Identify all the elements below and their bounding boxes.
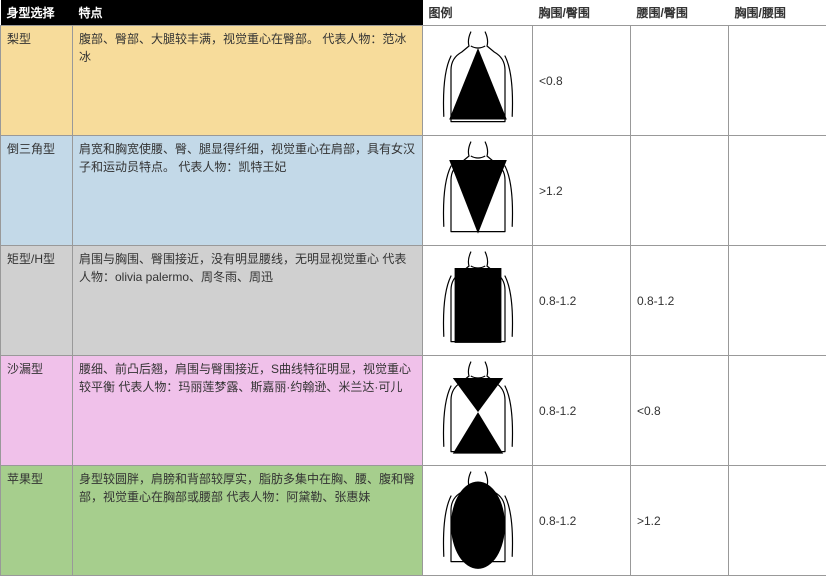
cell-type: 苹果型 [1,466,73,576]
cell-type: 矩型/H型 [1,246,73,356]
cell-waist-hip [631,26,729,136]
cell-type: 沙漏型 [1,356,73,466]
cell-bust-hip: >1.2 [533,136,631,246]
cell-type: 倒三角型 [1,136,73,246]
cell-bust-waist [729,246,826,356]
cell-bust-hip: <0.8 [533,26,631,136]
cell-diagram [423,466,533,576]
hdr-bust-hip: 胸围/臀围 [533,0,631,26]
body-shape-triangle-up-wide-icon [433,138,523,242]
header-row: 身型选择 特点 图例 胸围/臀围 腰围/臀围 胸围/腰围 [1,0,826,26]
table-row: 沙漏型腰细、前凸后翘，肩围与臀围接近，S曲线特征明显，视觉重心较平衡 代表人物：… [1,356,826,466]
cell-bust-waist [729,26,826,136]
table-body: 梨型腹部、臀部、大腿较丰满，视觉重心在臀部。 代表人物：范冰冰 <0.8倒三角型… [1,26,826,576]
cell-description: 肩围与胸围、臀围接近，没有明显腰线，无明显视觉重心 代表人物：olivia pa… [73,246,423,356]
hdr-waist-hip: 腰围/臀围 [631,0,729,26]
hdr-type: 身型选择 [1,0,73,26]
cell-bust-waist [729,466,826,576]
cell-diagram [423,356,533,466]
cell-bust-hip: 0.8-1.2 [533,466,631,576]
cell-diagram [423,26,533,136]
body-shape-oval-icon [433,468,523,572]
body-shape-triangle-down-wide-icon [433,28,523,132]
table-row: 梨型腹部、臀部、大腿较丰满，视觉重心在臀部。 代表人物：范冰冰 <0.8 [1,26,826,136]
cell-waist-hip: >1.2 [631,466,729,576]
cell-bust-waist [729,136,826,246]
body-shape-rectangle-icon [433,248,523,352]
cell-bust-waist [729,356,826,466]
cell-description: 肩宽和胸宽使腰、臀、腿显得纤细，视觉重心在肩部，具有女汉子和运动员特点。 代表人… [73,136,423,246]
cell-waist-hip: 0.8-1.2 [631,246,729,356]
table-row: 倒三角型肩宽和胸宽使腰、臀、腿显得纤细，视觉重心在肩部，具有女汉子和运动员特点。… [1,136,826,246]
hdr-feature: 特点 [73,0,423,26]
body-shape-hourglass-icon [433,358,523,462]
body-type-table: 身型选择 特点 图例 胸围/臀围 腰围/臀围 胸围/腰围 梨型腹部、臀部、大腿较… [0,0,826,576]
cell-waist-hip [631,136,729,246]
cell-waist-hip: <0.8 [631,356,729,466]
cell-description: 腰细、前凸后翘，肩围与臀围接近，S曲线特征明显，视觉重心较平衡 代表人物：玛丽莲… [73,356,423,466]
cell-description: 腹部、臀部、大腿较丰满，视觉重心在臀部。 代表人物：范冰冰 [73,26,423,136]
cell-type: 梨型 [1,26,73,136]
hdr-bust-waist: 胸围/腰围 [729,0,826,26]
table-row: 矩型/H型肩围与胸围、臀围接近，没有明显腰线，无明显视觉重心 代表人物：oliv… [1,246,826,356]
table-row: 苹果型身型较圆胖，肩膀和背部较厚实，脂肪多集中在胸、腰、腹和臀部，视觉重心在胸部… [1,466,826,576]
cell-diagram [423,136,533,246]
cell-bust-hip: 0.8-1.2 [533,246,631,356]
cell-bust-hip: 0.8-1.2 [533,356,631,466]
cell-description: 身型较圆胖，肩膀和背部较厚实，脂肪多集中在胸、腰、腹和臀部，视觉重心在胸部或腰部… [73,466,423,576]
cell-diagram [423,246,533,356]
hdr-diagram: 图例 [423,0,533,26]
